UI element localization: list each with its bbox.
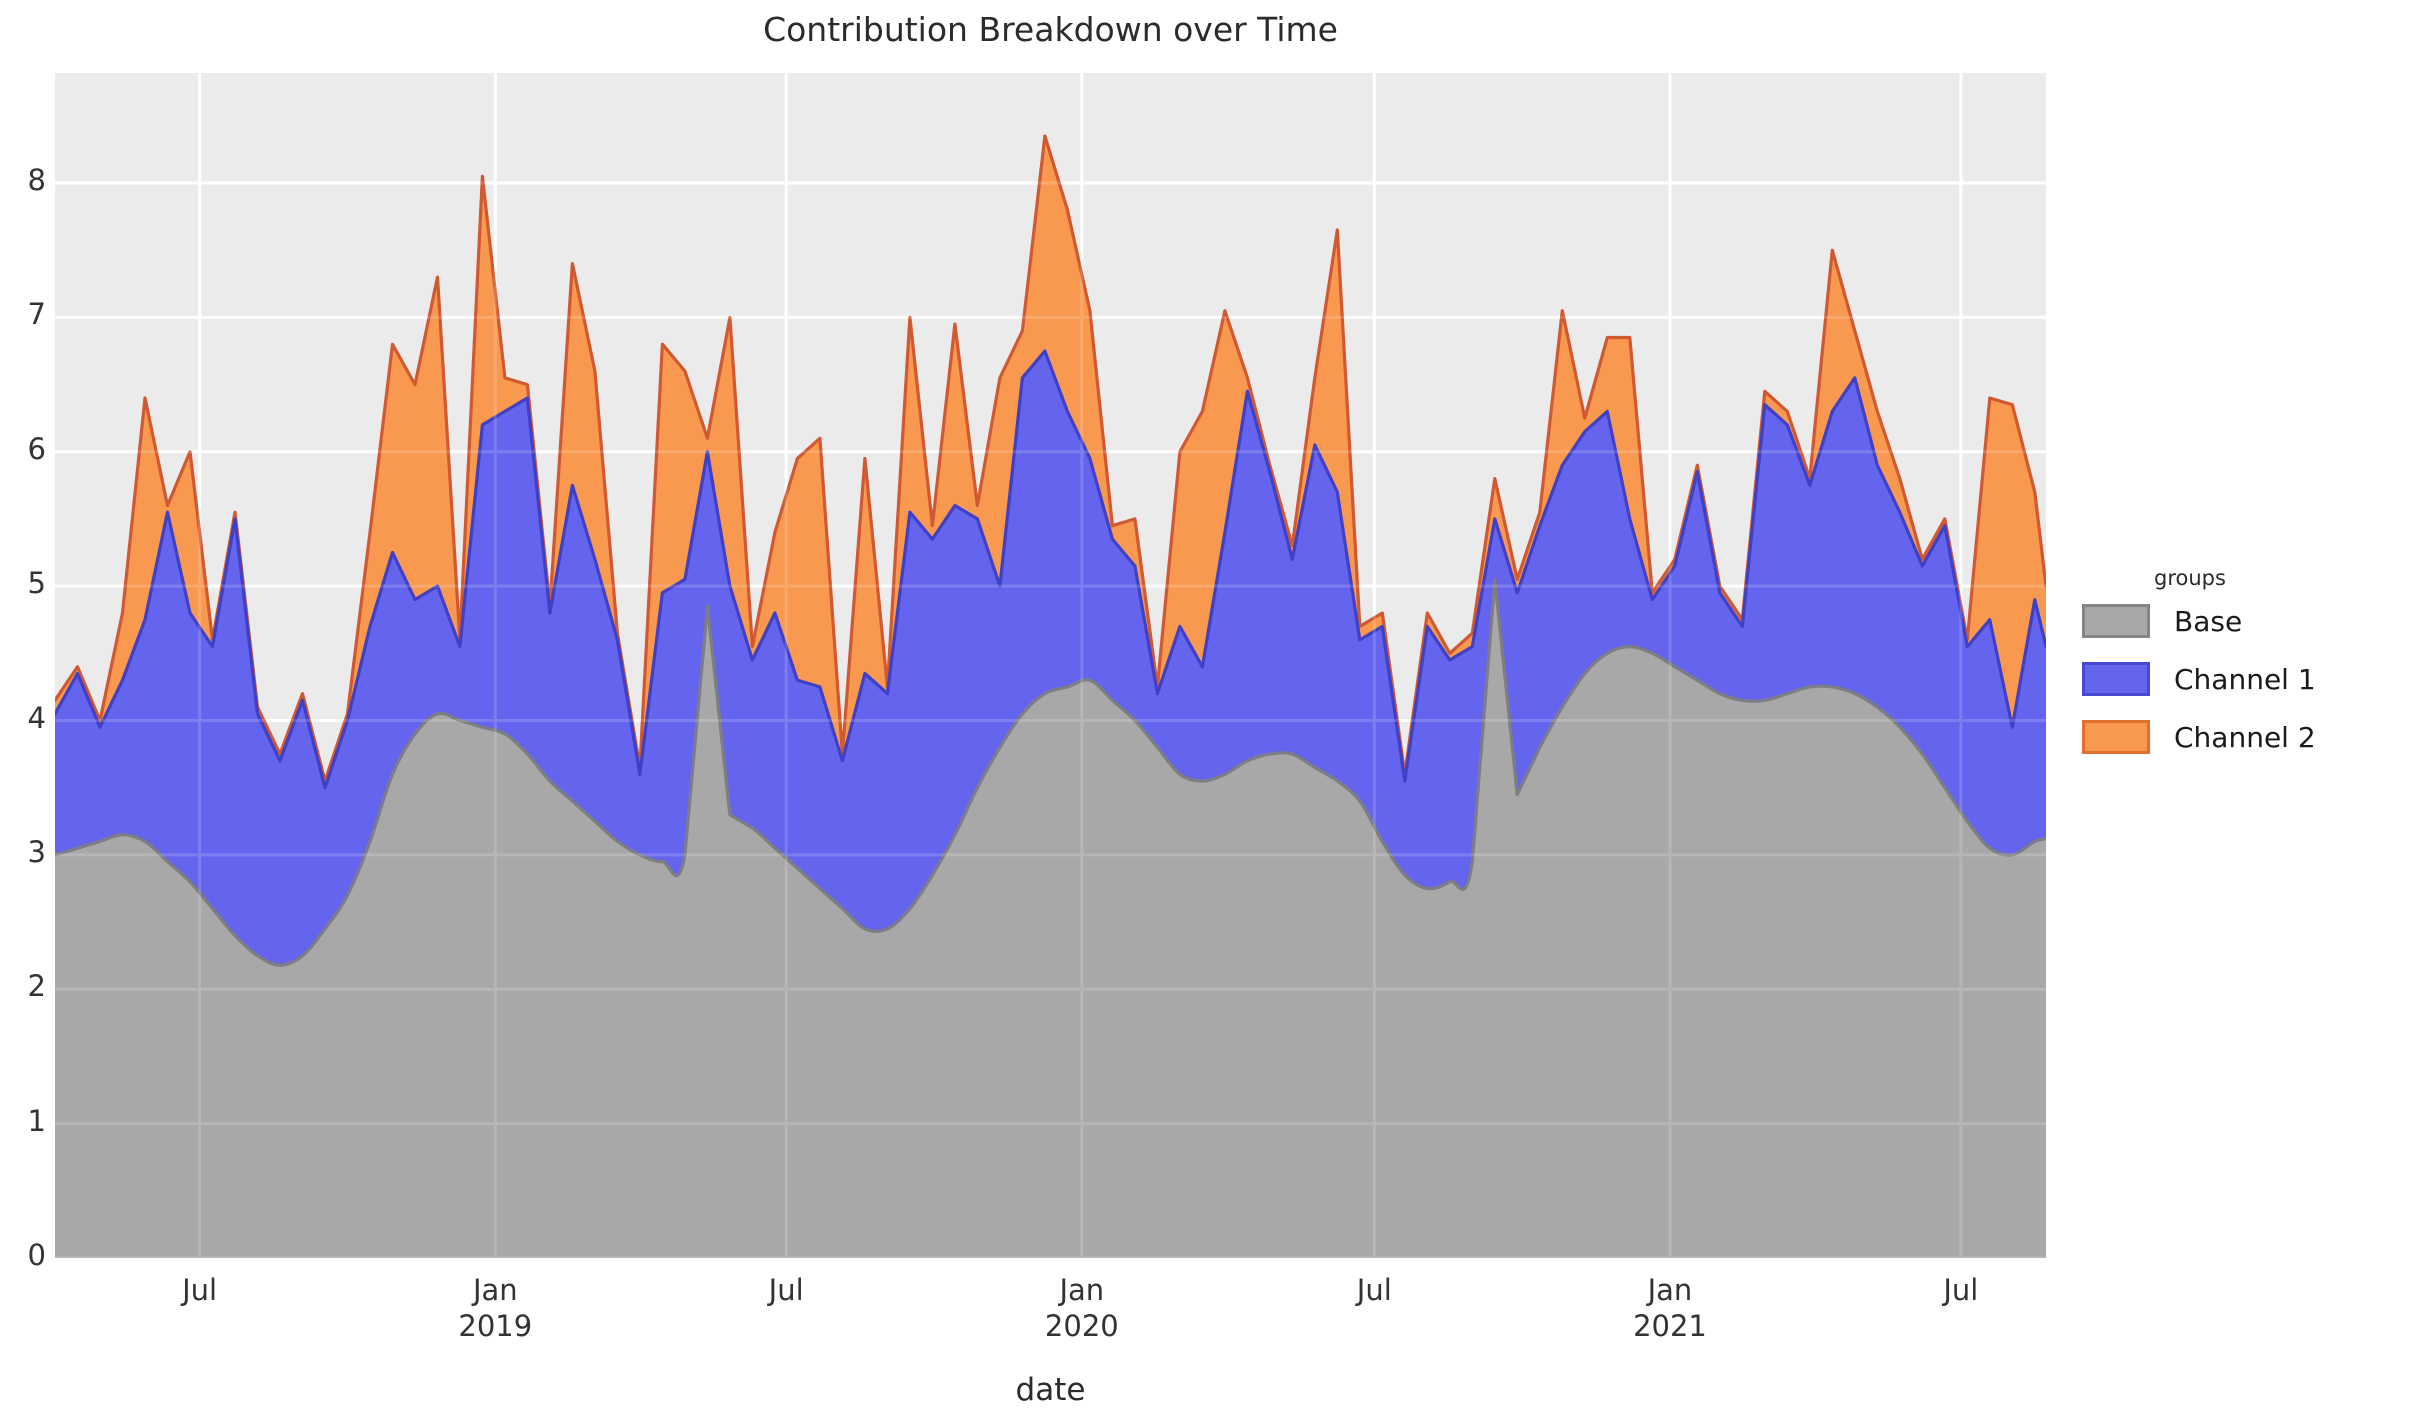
legend-swatch bbox=[2082, 720, 2150, 754]
x-tick-label: Jul bbox=[1943, 1273, 1979, 1307]
y-tick-label: 0 bbox=[27, 1238, 46, 1272]
legend-swatch bbox=[2082, 662, 2150, 696]
y-tick-label: 7 bbox=[27, 297, 46, 332]
areas bbox=[55, 134, 2046, 1258]
legend-entries: Base Channel 1 Channel 2 bbox=[2082, 604, 2316, 754]
y-tick-label: 5 bbox=[27, 566, 46, 601]
y-tick-label: 3 bbox=[27, 834, 46, 869]
legend-entry-base: Base bbox=[2082, 604, 2316, 638]
y-tick-label: 8 bbox=[27, 163, 46, 197]
y-tick-label: 6 bbox=[27, 431, 46, 466]
legend-entry-channel-1: Channel 1 bbox=[2082, 662, 2316, 696]
y-tick-label: 4 bbox=[27, 700, 46, 735]
legend: groups Base Channel 1 Channel 2 bbox=[2082, 566, 2316, 778]
x-tick-label: Jul bbox=[1356, 1273, 1392, 1307]
area-base bbox=[55, 577, 2046, 1258]
y-tick-label: 2 bbox=[27, 969, 46, 1004]
legend-title: groups bbox=[2154, 566, 2226, 590]
legend-swatch bbox=[2082, 604, 2150, 638]
x-axis-title: date bbox=[1015, 1372, 1086, 1408]
x-tick-label: Jan 2021 bbox=[1633, 1273, 1707, 1344]
y-tick-label: 1 bbox=[27, 1103, 46, 1138]
x-tick-label: Jul bbox=[768, 1273, 804, 1307]
chart-title: Contribution Breakdown over Time bbox=[763, 10, 1338, 49]
x-tick-label: Jan 2020 bbox=[1044, 1273, 1119, 1344]
legend-label: Channel 2 bbox=[2174, 720, 2316, 754]
legend-label: Base bbox=[2174, 604, 2243, 638]
legend-label: Channel 1 bbox=[2174, 662, 2316, 696]
gridlines-overlay bbox=[55, 73, 2046, 1260]
x-tick-label: Jan 2019 bbox=[458, 1273, 533, 1344]
x-tick-label: Jul bbox=[182, 1273, 218, 1307]
legend-entry-channel-2: Channel 2 bbox=[2082, 720, 2316, 754]
